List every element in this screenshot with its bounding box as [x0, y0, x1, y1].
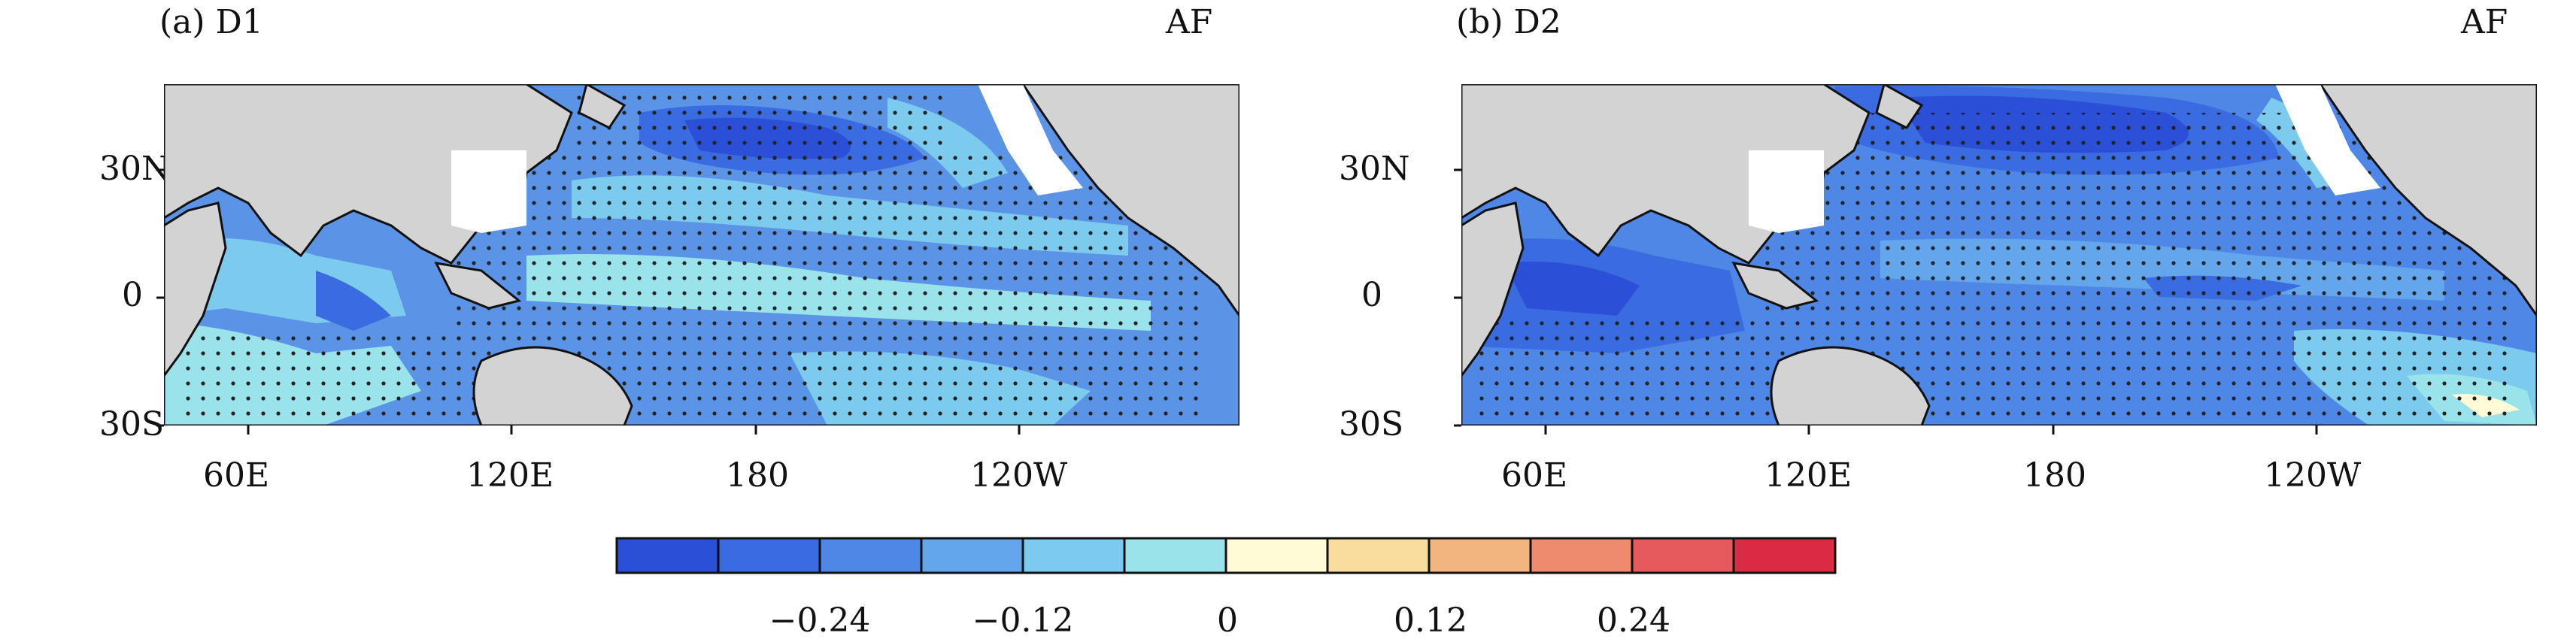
colorbar-swatch [1732, 537, 1837, 574]
panel-a-ticks [156, 168, 1021, 435]
panel-b-stipple-io [1474, 316, 1760, 425]
panel-b-tag: AF [2461, 3, 2508, 41]
colorbar-label-0: 0 [1217, 601, 1238, 640]
panel-b-land-japan [1875, 84, 1924, 129]
panel-a-lon-60e: 60E [203, 456, 270, 495]
panel-a-lon-180: 180 [726, 456, 789, 495]
colorbar-swatch [920, 537, 1024, 574]
panel-b-lon-60e: 60E [1501, 456, 1568, 495]
panel-b-lon-180: 180 [2023, 456, 2086, 495]
panel-a-lat-0: 0 [122, 276, 143, 314]
panel-a-lat-30s: 30S [99, 405, 165, 444]
panel-a-mask-scs [451, 150, 526, 233]
panel-b-mask-east [2275, 84, 2380, 195]
panel-a-land-australia [472, 346, 633, 425]
panel-b-lon-120w: 120W [2264, 456, 2362, 495]
panel-a-map [164, 84, 1239, 425]
panel-b-mask-scs [1749, 150, 1824, 233]
colorbar-label-024: 0.24 [1597, 601, 1670, 640]
panel-a-field-io-dark [316, 271, 391, 331]
panel-b-map [1461, 84, 2537, 425]
colorbar [615, 537, 1837, 574]
panel-b-land-americas [2319, 84, 2537, 318]
panel-a-land-japan [578, 84, 627, 129]
panel-a-title: (a) D1 [159, 3, 263, 41]
panel-a-lon-120e: 120E [466, 456, 554, 495]
colorbar-swatch [1123, 537, 1227, 574]
panel-b-field-io-core [1504, 262, 1640, 316]
panel-b-ticks [1454, 168, 2318, 435]
colorbar-label-neg024: −0.24 [769, 601, 871, 640]
panel-b-land-australia [1770, 346, 1931, 425]
colorbar-swatch [1631, 537, 1735, 574]
panel-b-lat-30n: 30N [1339, 150, 1410, 188]
colorbar-swatch [1428, 537, 1532, 574]
panel-a-tag: AF [1166, 3, 1213, 41]
panel-b-lon-120e: 120E [1764, 456, 1852, 495]
colorbar-label-012: 0.12 [1394, 601, 1467, 640]
panel-b-land-africa [1461, 201, 1525, 378]
panel-b-title: (b) D2 [1456, 3, 1561, 41]
colorbar-swatch [818, 537, 923, 574]
panel-a-stipple-np [572, 90, 948, 165]
colorbar-swatch [1326, 537, 1431, 574]
panel-a-lon-120w: 120W [970, 456, 1068, 495]
colorbar-swatch [1529, 537, 1634, 574]
panel-a-land-africa [164, 201, 227, 378]
panel-b-lat-0: 0 [1361, 276, 1382, 314]
colorbar-swatch [1021, 537, 1126, 574]
colorbar-swatch [1224, 537, 1329, 574]
panel-b-land-maritime [1731, 262, 1819, 310]
panel-b-lat-30s: 30S [1339, 405, 1404, 444]
panel-a-stipple-io [181, 331, 466, 425]
panel-a-land-maritime [434, 262, 522, 310]
colorbar-label-neg012: −0.12 [972, 601, 1074, 640]
colorbar-swatch [717, 537, 821, 574]
colorbar-swatch [615, 537, 720, 574]
panel-a-mask-east [978, 84, 1083, 195]
panel-a-land-americas [1021, 84, 1239, 318]
